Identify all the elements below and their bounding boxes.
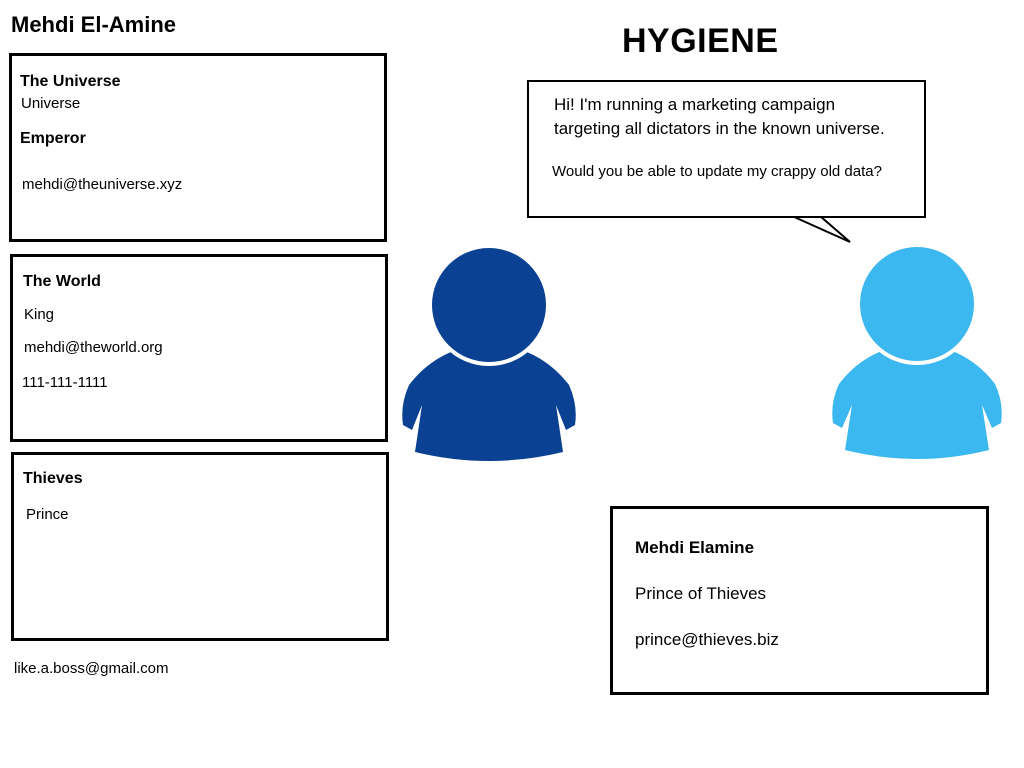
clean-record-card: Mehdi Elamine Prince of Thieves prince@t… bbox=[610, 506, 989, 695]
record-role: Prince bbox=[26, 506, 69, 523]
person-name-heading: Mehdi El-Amine bbox=[11, 12, 177, 37]
record-card-world: The World King mehdi@theworld.org 111-11… bbox=[10, 254, 388, 442]
record-email: mehdi@theworld.org bbox=[24, 339, 163, 356]
clean-record-name: Mehdi Elamine bbox=[635, 538, 755, 557]
record-org: The Universe bbox=[20, 73, 121, 90]
record-card-thieves: Thieves Prince bbox=[11, 452, 389, 641]
record-role: King bbox=[24, 306, 55, 323]
record-role: Emperor bbox=[20, 130, 86, 147]
user-icon bbox=[832, 243, 1002, 459]
page-title: HYGIENE bbox=[622, 22, 779, 60]
speech-line: Hi! I'm running a marketing campaign bbox=[554, 95, 836, 114]
left-person-body bbox=[402, 343, 576, 461]
left-person-head bbox=[432, 248, 546, 362]
speech-bubble: Hi! I'm running a marketing campaign tar… bbox=[527, 80, 926, 218]
record-org: Thieves bbox=[23, 470, 83, 487]
speech-line: targeting all dictators in the known uni… bbox=[554, 119, 885, 138]
record-org: The World bbox=[23, 273, 101, 290]
clean-record-email: prince@thieves.biz bbox=[635, 630, 779, 649]
record-email: mehdi@theuniverse.xyz bbox=[22, 176, 183, 193]
user-icon bbox=[402, 244, 576, 461]
record-phone: 111-111-1111 bbox=[22, 374, 108, 391]
record-card-universe: The Universe Universe Emperor mehdi@theu… bbox=[9, 53, 387, 242]
right-person-body bbox=[832, 343, 1002, 459]
record-line: Universe bbox=[21, 95, 81, 112]
footer-email: like.a.boss@gmail.com bbox=[14, 660, 169, 677]
speech-question: Would you be able to update my crappy ol… bbox=[552, 163, 882, 180]
speech-bubble-tail bbox=[791, 215, 851, 243]
clean-record-title: Prince of Thieves bbox=[635, 584, 767, 603]
right-person-head bbox=[860, 247, 974, 361]
